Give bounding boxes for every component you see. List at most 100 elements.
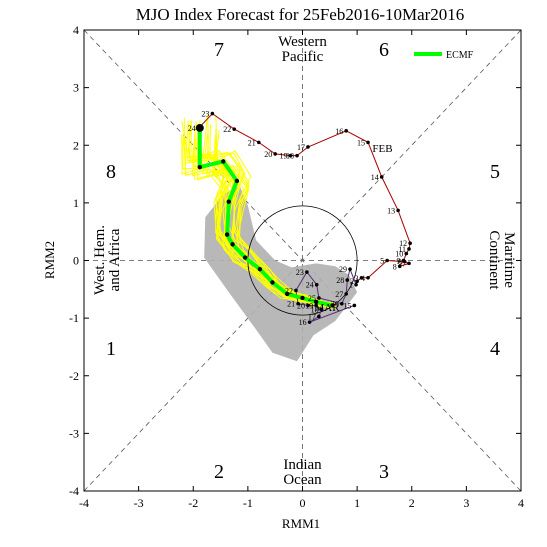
ensemble-member-line bbox=[191, 136, 334, 309]
day-label: 12 bbox=[399, 239, 407, 248]
region-label-west-hem-africa: West. Hem. and Africa bbox=[92, 225, 123, 295]
day-label: 5 bbox=[380, 257, 384, 266]
day-point bbox=[354, 282, 358, 287]
day-label: 23 bbox=[296, 268, 304, 277]
ensemble-member-line bbox=[183, 117, 332, 310]
y-tick-label: -3 bbox=[69, 426, 79, 440]
day-label: 25 bbox=[308, 294, 316, 303]
day-label: 23 bbox=[201, 110, 209, 119]
day-point bbox=[306, 303, 310, 308]
x-tick-label: -2 bbox=[188, 496, 198, 510]
day-point bbox=[296, 301, 300, 306]
region-label-maritime-continent-line: Maritime bbox=[501, 232, 517, 288]
phase-label: 4 bbox=[490, 338, 500, 360]
ensemble-mean-line bbox=[197, 128, 333, 308]
day-label: 18 bbox=[311, 305, 319, 314]
phase-label: 1 bbox=[106, 338, 116, 360]
phase-label: 7 bbox=[214, 39, 224, 61]
y-tick-label: 3 bbox=[73, 81, 79, 95]
day-point bbox=[397, 264, 402, 269]
day-label: 21 bbox=[287, 300, 295, 309]
day-point bbox=[305, 270, 309, 274]
day-label: 11 bbox=[398, 245, 406, 254]
day-label: 21 bbox=[248, 138, 256, 147]
day-point bbox=[366, 275, 370, 280]
ensemble-mean-point bbox=[242, 255, 248, 260]
phase-label: 3 bbox=[379, 461, 389, 483]
day-label: 22 bbox=[285, 286, 293, 295]
day-point bbox=[319, 307, 324, 312]
day-label: 20 bbox=[297, 301, 305, 310]
day-label: 1 bbox=[349, 281, 353, 290]
x-tick-label: 3 bbox=[463, 496, 469, 510]
ensemble-mean-point bbox=[197, 164, 203, 170]
day-label: 18 bbox=[286, 152, 294, 161]
x-tick-label: -3 bbox=[134, 496, 144, 510]
ensemble-mean-point bbox=[234, 178, 240, 184]
x-tick-label: 1 bbox=[354, 496, 360, 510]
day-point bbox=[306, 145, 310, 149]
day-point bbox=[359, 275, 364, 280]
day-point bbox=[317, 314, 321, 319]
region-label-indian-ocean: Ocean bbox=[283, 472, 322, 488]
day-point bbox=[408, 241, 412, 246]
day-label: 7 bbox=[402, 259, 406, 268]
day-point bbox=[317, 296, 321, 300]
day-label: 6 bbox=[398, 258, 402, 267]
day-label: 15 bbox=[357, 138, 365, 147]
region-label-maritime-continent-line: Continent bbox=[486, 230, 502, 290]
ensemble-mean-point bbox=[300, 295, 305, 301]
x-tick-label: 2 bbox=[409, 496, 415, 510]
ensemble-mean-point bbox=[221, 159, 226, 164]
y-tick-label: 1 bbox=[73, 196, 79, 210]
day-label: 16 bbox=[299, 318, 307, 327]
day-label: 15 bbox=[343, 301, 351, 310]
ensemble-mean-point bbox=[330, 303, 335, 308]
plot-area: 2423222120191817161514131211109876543212… bbox=[69, 23, 524, 510]
day-point bbox=[352, 303, 357, 308]
day-label: 19 bbox=[279, 152, 287, 161]
day-label: 24 bbox=[188, 124, 196, 133]
day-label: 16 bbox=[335, 127, 343, 136]
region-label-west-hem-africa-line: West. Hem. bbox=[92, 225, 108, 295]
x-tick-label: -4 bbox=[79, 496, 89, 510]
ensemble-member-line bbox=[215, 116, 336, 308]
day-point bbox=[345, 278, 350, 282]
legend-label: ECMF bbox=[446, 50, 474, 61]
y-tick-label: -4 bbox=[69, 484, 79, 498]
day-point bbox=[196, 126, 201, 130]
day-point bbox=[402, 259, 407, 264]
day-label: 20 bbox=[264, 150, 272, 159]
day-point bbox=[257, 140, 261, 145]
day-point bbox=[340, 301, 344, 306]
day-label: 24 bbox=[306, 281, 314, 290]
ensemble-mean-point bbox=[224, 232, 230, 237]
day-label: 14 bbox=[371, 173, 379, 182]
y-tick-label: 4 bbox=[73, 23, 79, 37]
day-point bbox=[294, 288, 298, 293]
day-point bbox=[314, 282, 319, 287]
day-point bbox=[314, 303, 318, 308]
x-tick-label: 0 bbox=[300, 496, 306, 510]
day-label: 17 bbox=[297, 143, 305, 152]
day-point bbox=[344, 129, 349, 133]
day-point bbox=[344, 292, 349, 296]
day-point bbox=[407, 261, 411, 266]
ensemble-mean-point bbox=[313, 299, 319, 305]
day-label: 13 bbox=[387, 206, 395, 215]
region-label-western-pacific: Pacific bbox=[282, 49, 324, 65]
x-axis-label: RMM1 bbox=[282, 516, 320, 531]
day-point bbox=[407, 247, 411, 251]
day-point bbox=[366, 140, 370, 145]
day-point bbox=[273, 152, 277, 156]
y-axis-label: RMM2 bbox=[42, 241, 57, 279]
ensemble-mean-point bbox=[230, 242, 235, 247]
day-point bbox=[348, 267, 352, 271]
day-label: 3 bbox=[354, 274, 358, 283]
month-label: FEB bbox=[372, 143, 392, 155]
phase-label: 8 bbox=[106, 161, 116, 183]
day-point bbox=[288, 153, 293, 158]
ensemble-mean-point bbox=[257, 266, 263, 272]
